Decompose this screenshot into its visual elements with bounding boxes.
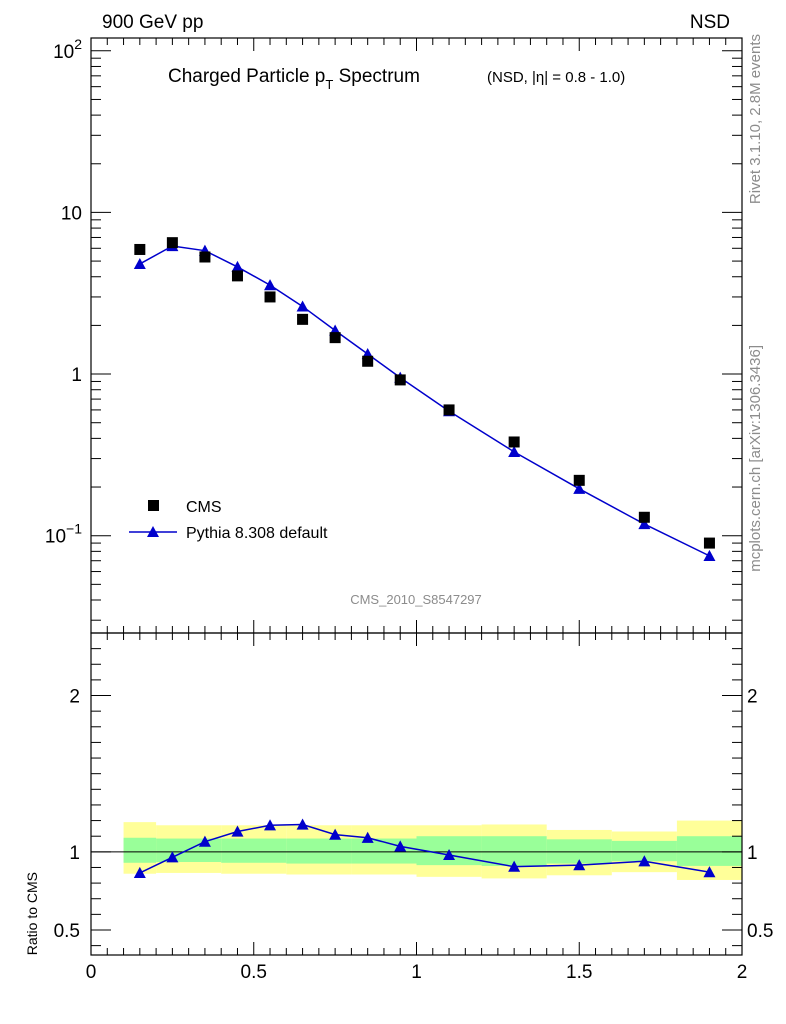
legend: CMS Pythia 8.308 default xyxy=(129,499,328,542)
ratio-band-inner xyxy=(611,840,677,862)
ratio-point xyxy=(638,855,651,867)
cms-point xyxy=(394,374,406,386)
cms-point xyxy=(362,355,374,367)
main-frame xyxy=(90,37,743,634)
ratio-point xyxy=(394,840,407,852)
legend-cms-label: CMS xyxy=(186,499,222,516)
y-tick-label: 1 xyxy=(71,365,82,386)
ratio-point xyxy=(443,848,456,861)
pythia-point xyxy=(508,445,521,457)
cms-point xyxy=(199,251,211,263)
cms-point xyxy=(264,291,276,303)
cms-point xyxy=(573,474,585,486)
x-tick-label: 0.5 xyxy=(241,962,267,983)
chart-title: Charged Particle pT Spectrum xyxy=(168,66,420,92)
mcplots-label: mcplots.cern.ch [arXiv:1306.3436] xyxy=(747,345,764,572)
legend-pythia-marker xyxy=(147,526,159,537)
x-tick-label: 2 xyxy=(737,962,748,983)
ratio-point xyxy=(198,835,211,847)
title-subscript: T xyxy=(325,77,333,92)
x-tick-label: 1.5 xyxy=(566,962,592,983)
ratio-point xyxy=(573,859,586,871)
cms-point xyxy=(443,404,455,416)
cms-series xyxy=(134,237,715,549)
ratio-bands xyxy=(123,820,742,880)
pythia-point xyxy=(638,518,651,530)
cms-point xyxy=(638,511,650,523)
y-tick-label: 0.5 xyxy=(54,921,80,942)
y-tick-label-right: 1 xyxy=(747,843,758,864)
y-tick-label-right: 0.5 xyxy=(747,921,773,942)
title-main-rest: Spectrum xyxy=(333,66,420,87)
ratio-point xyxy=(296,818,309,830)
main-panel: Charged Particle pT Spectrum (NSD, |η| =… xyxy=(45,36,743,634)
y-tick-label: 10−1 xyxy=(45,521,82,548)
pythia-point xyxy=(231,260,244,273)
y-tick-label: 10 xyxy=(61,203,82,224)
y-tick-label: 1 xyxy=(69,843,80,864)
header-left: 900 GeV pp xyxy=(102,12,203,33)
pythia-point xyxy=(573,482,586,494)
ratio-band-inner xyxy=(123,837,157,863)
ratio-point xyxy=(361,831,374,843)
pythia-point xyxy=(264,279,277,291)
ratio-point xyxy=(166,851,179,863)
ratio-line xyxy=(139,823,710,874)
cms-point xyxy=(134,243,146,255)
legend-pythia-label: Pythia 8.308 default xyxy=(186,525,328,542)
ratio-band-inner xyxy=(286,838,352,864)
ratio-panel: Ratio to CMS 0 0.5 1 1.5 2 0.5 0.5 1 1 2 2 xyxy=(24,632,773,983)
chart-title-extra: (NSD, |η| = 0.8 - 1.0) xyxy=(487,69,625,86)
ratio-ylabel: Ratio to CMS xyxy=(24,872,40,955)
pythia-point xyxy=(133,257,146,270)
y-tick-label-right: 2 xyxy=(747,687,758,708)
pythia-point xyxy=(703,549,716,561)
rivet-label: Rivet 3.1.10, 2.8M events xyxy=(747,34,764,204)
ratio-band-inner xyxy=(221,838,287,863)
analysis-label: CMS_2010_S8547297 xyxy=(350,592,482,607)
ratio-frame xyxy=(90,632,743,956)
ratio-series xyxy=(133,818,716,879)
cms-point xyxy=(231,270,243,282)
ratio-point xyxy=(703,866,716,878)
ratio-band-inner xyxy=(676,836,742,866)
cms-point xyxy=(508,436,520,448)
y-ticks-main xyxy=(91,50,742,621)
ratio-point xyxy=(231,825,244,837)
y-tick-label: 2 xyxy=(69,687,80,708)
ratio-point xyxy=(133,866,146,879)
cms-point xyxy=(297,313,309,325)
ratio-point xyxy=(508,860,521,872)
x-tick-label: 0 xyxy=(86,962,97,983)
pythia-point xyxy=(296,300,309,312)
cms-point xyxy=(166,237,178,249)
x-ticks xyxy=(90,38,743,955)
cms-point xyxy=(703,537,715,549)
ratio-point xyxy=(329,828,342,840)
legend-cms-marker xyxy=(148,500,159,511)
y-ticks-ratio xyxy=(91,648,742,947)
x-tick-label: 1 xyxy=(411,962,422,983)
header-right: NSD xyxy=(690,12,730,33)
pythia-line xyxy=(139,245,710,557)
cms-point xyxy=(329,332,341,344)
title-main: Charged Particle p xyxy=(168,66,325,87)
y-tick-label: 102 xyxy=(53,36,82,63)
ratio-point xyxy=(264,819,277,831)
